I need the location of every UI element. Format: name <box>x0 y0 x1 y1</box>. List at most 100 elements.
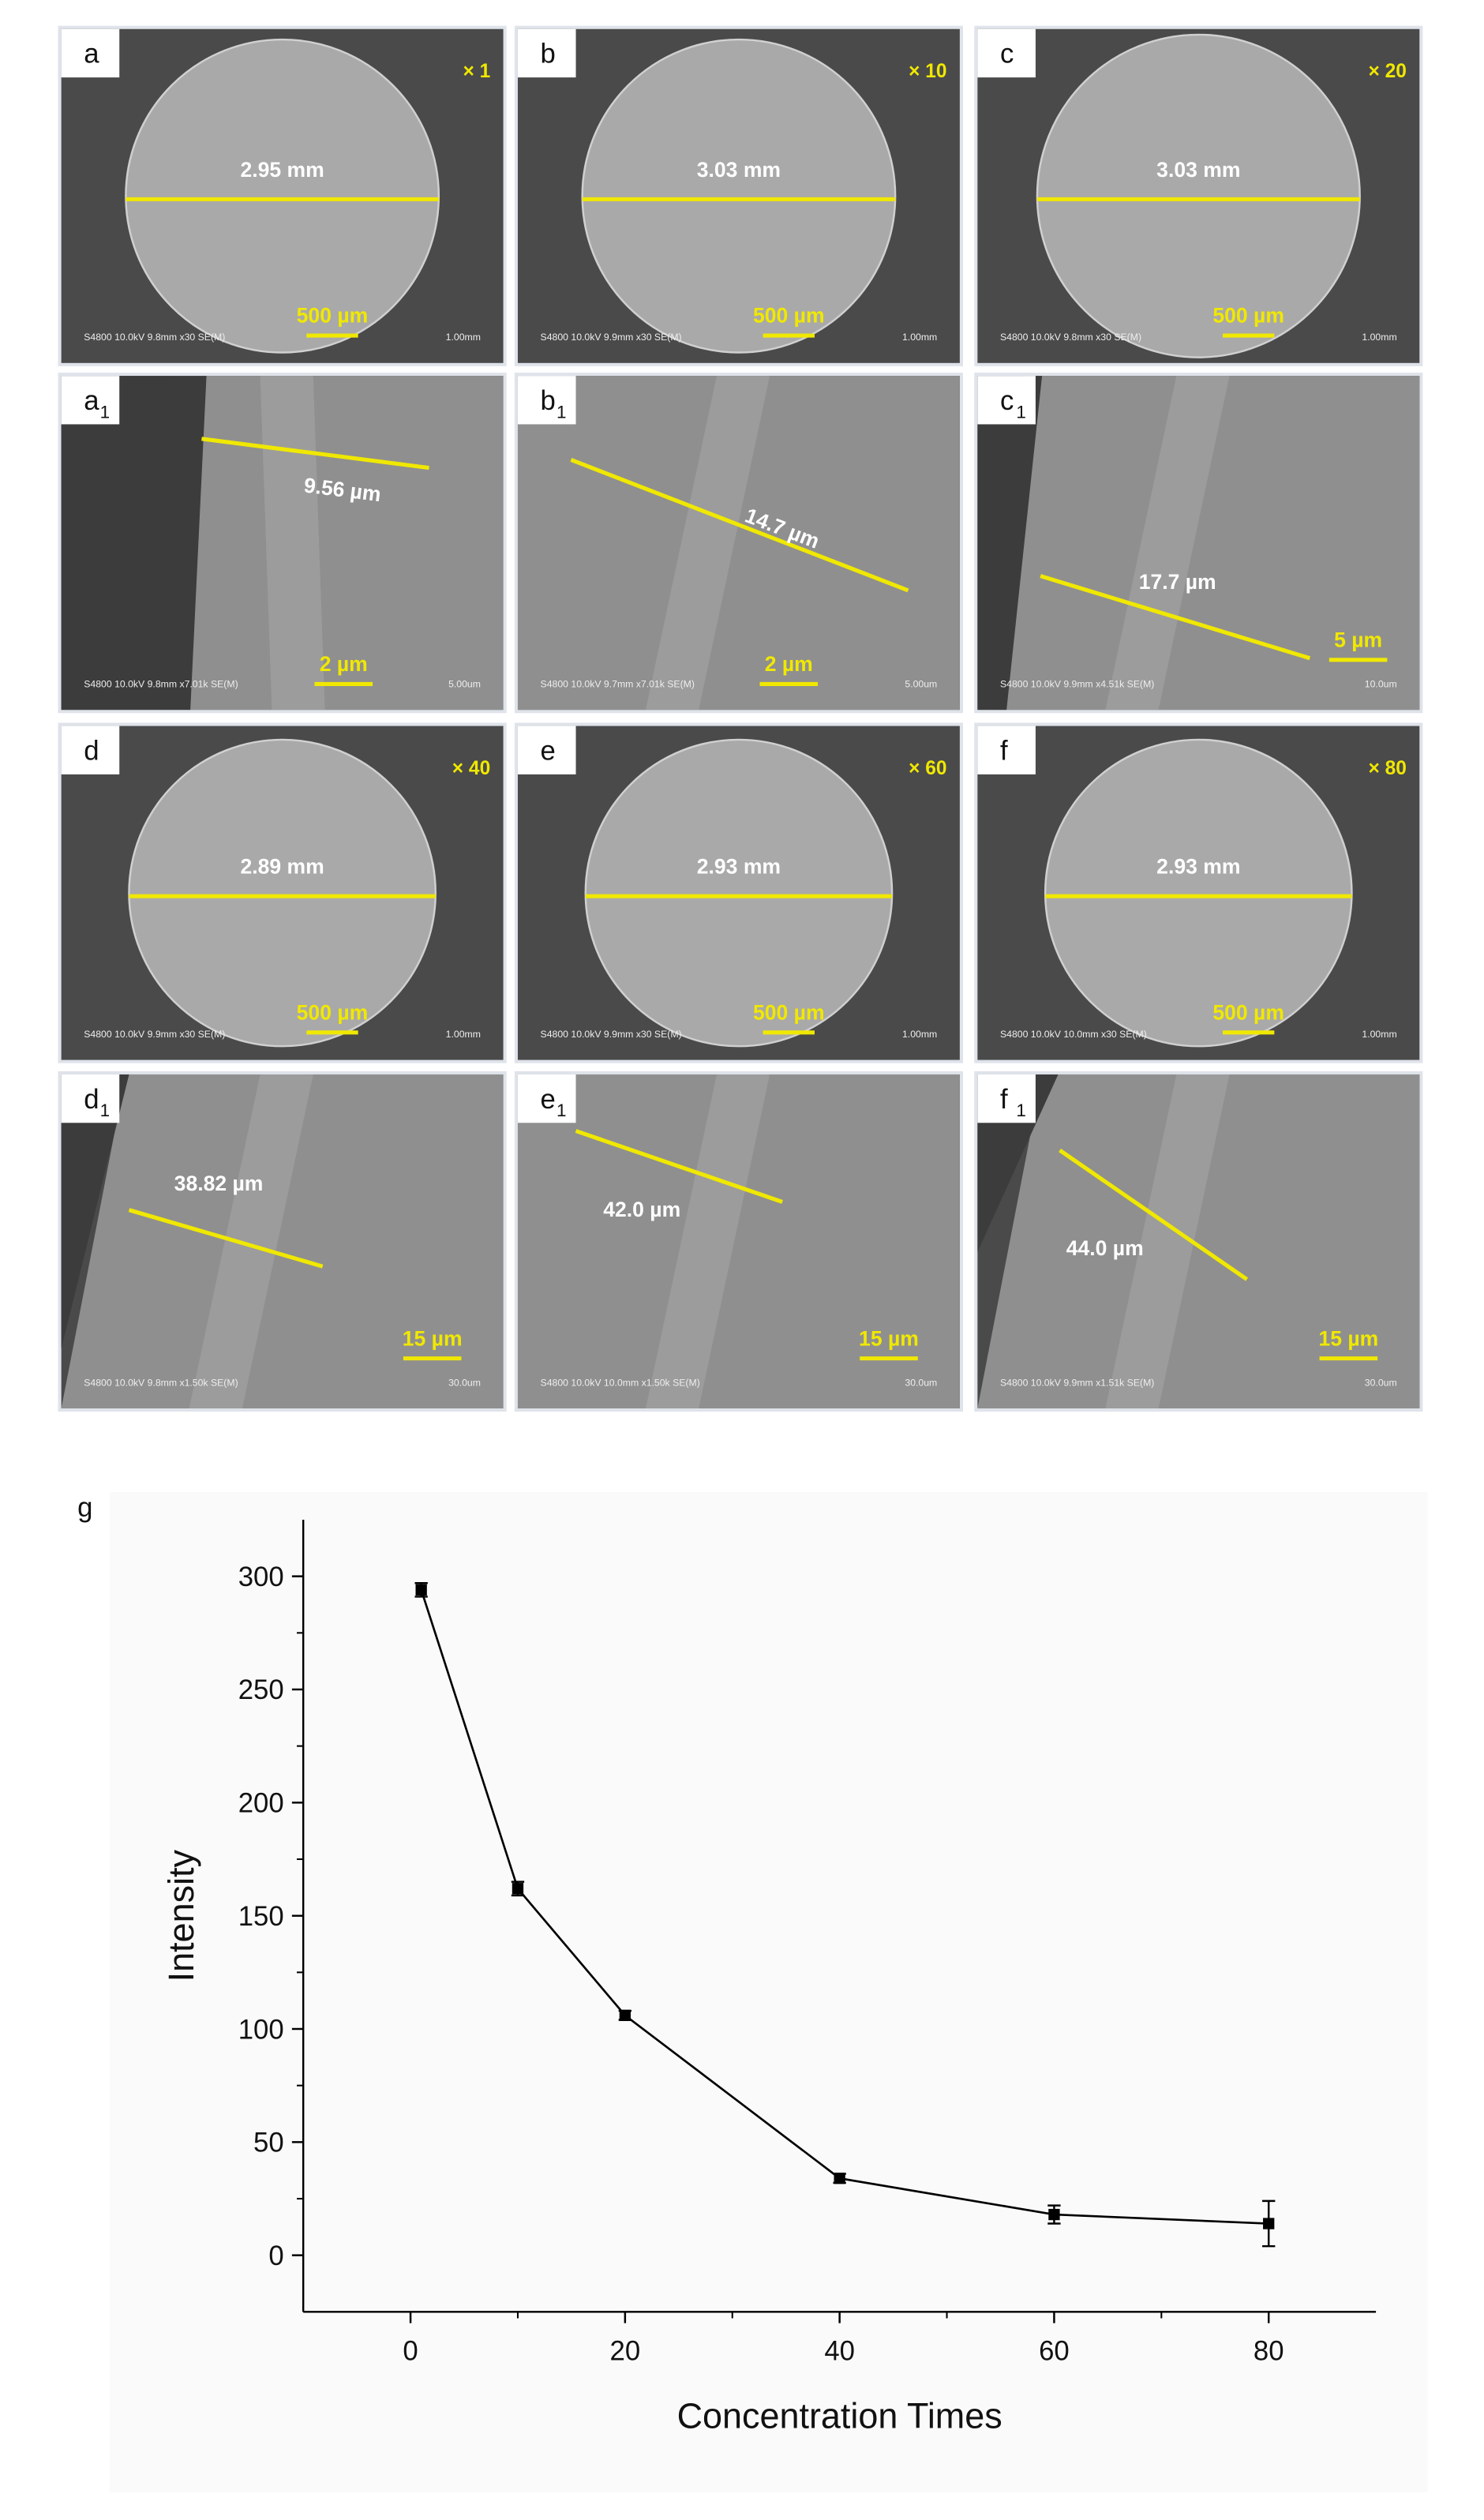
measure-label: 2.93 mm <box>1156 855 1240 879</box>
panel-label-subscript: 1 <box>556 1101 566 1120</box>
panel-label-subscript: 1 <box>1016 1101 1026 1120</box>
y-tick-label: 300 <box>238 1562 284 1592</box>
sem-panel: 3.03 mm × 10 500 µm S4800 10.0kV 9.9mm x30 … <box>514 25 963 366</box>
x-tick-label: 20 <box>610 2337 641 2367</box>
panel-label: a <box>84 39 99 69</box>
label-box <box>517 1074 576 1123</box>
sem-info: S4800 10.0kV 9.8mm x7.01k SE(M) <box>84 679 238 690</box>
scale-label: 500 µm <box>753 304 825 328</box>
section-texture <box>646 1074 770 1408</box>
sem-info: S4800 10.0kV 9.9mm x30 SE(M) <box>84 1029 225 1040</box>
sem-info: S4800 10.0kV 9.8mm x1.50k SE(M) <box>84 1377 238 1388</box>
sem-info: S4800 10.0kV 9.9mm x4.51k SE(M) <box>1000 679 1154 690</box>
section-texture <box>189 1074 313 1408</box>
label-box <box>517 726 576 774</box>
magnification: × 80 <box>1369 758 1407 779</box>
magnification: × 20 <box>1369 61 1407 82</box>
scale-label: 15 µm <box>403 1326 463 1350</box>
sem-ruler: 1.00mm <box>446 1029 481 1040</box>
label-box <box>977 376 1036 425</box>
x-axis-label: Concentration Times <box>677 2395 1002 2436</box>
label-box <box>61 726 120 774</box>
sem-ruler: 30.0um <box>448 1377 481 1388</box>
measure-line <box>128 1208 324 1269</box>
sem-info: S4800 10.0kV 9.8mm x30 SE(M) <box>1000 332 1141 343</box>
magnification: × 10 <box>909 61 946 82</box>
label-box <box>61 376 120 425</box>
sem-ruler: 5.00um <box>905 679 937 690</box>
label-box <box>61 28 120 78</box>
sem-panel: 38.82 µm 15 µm S4800 10.0kV 9.8mm x1.50k S… <box>58 1071 507 1412</box>
panel-label: d <box>84 1085 99 1115</box>
sample-section <box>161 376 504 711</box>
sem-info: S4800 10.0kV 9.7mm x7.01k SE(M) <box>541 679 695 690</box>
chart-panel-label: g <box>77 1493 92 1523</box>
sem-panel: 2.93 mm × 60 500 µm S4800 10.0kV 9.9mm x30 … <box>514 722 963 1063</box>
scale-label: 5 µm <box>1334 628 1382 651</box>
data-point <box>415 1584 427 1596</box>
y-tick-label: 50 <box>253 2128 284 2158</box>
y-tick-label: 100 <box>238 2015 284 2045</box>
panel-label: c <box>1000 39 1014 69</box>
x-tick-label: 60 <box>1039 2337 1070 2367</box>
scale-label: 500 µm <box>297 1000 369 1024</box>
scale-label: 2 µm <box>765 652 813 676</box>
sem-ruler: 5.00um <box>448 679 481 690</box>
scale-label: 15 µm <box>859 1326 919 1350</box>
sem-info: S4800 10.0kV 10.0mm x1.50k SE(M) <box>541 1377 700 1388</box>
panel-label: e <box>541 1085 556 1115</box>
sample-section <box>977 1074 1420 1408</box>
sem-ruler: 30.0um <box>905 1377 937 1388</box>
y-tick-label: 250 <box>238 1675 284 1705</box>
panel-label: c <box>1000 386 1014 416</box>
panel-label: f <box>1000 1085 1008 1115</box>
x-tick-label: 0 <box>403 2337 418 2367</box>
sample-disc <box>1036 33 1361 358</box>
scale-label: 500 µm <box>1212 304 1284 328</box>
measure-label: 44.0 µm <box>1066 1236 1144 1260</box>
y-tick-label: 150 <box>238 1902 284 1932</box>
y-axis-label: Intensity <box>161 1849 201 1982</box>
label-box <box>977 28 1036 78</box>
sem-panel: 44.0 µm 15 µm S4800 10.0kV 9.9mm x1.51k SE… <box>974 1071 1423 1412</box>
sem-panel: 2.93 mm × 80 500 µm S4800 10.0kV 10.0mm x30… <box>974 722 1423 1063</box>
section-texture <box>1105 376 1230 711</box>
measure-line <box>570 458 909 593</box>
section-texture <box>260 376 325 711</box>
scale-label: 2 µm <box>320 652 368 676</box>
sem-panel: 2.95 mm × 1 500 µm S4800 10.0kV 9.8mm x30 S… <box>58 25 507 366</box>
sem-ruler: 1.00mm <box>446 332 481 343</box>
x-tick-label: 40 <box>824 2337 855 2367</box>
scale-label: 500 µm <box>1212 1000 1284 1024</box>
sem-panel: 17.7 µm 5 µm S4800 10.0kV 9.9mm x4.51k SE(… <box>974 373 1423 714</box>
label-box <box>517 376 576 425</box>
sem-panel: 3.03 mm × 20 500 µm S4800 10.0kV 9.8mm x30 … <box>974 25 1423 366</box>
measure-line <box>575 1129 783 1204</box>
sem-ruler: 1.00mm <box>902 1029 937 1040</box>
sem-ruler: 30.0um <box>1365 1377 1397 1388</box>
y-tick-label: 0 <box>268 2241 283 2271</box>
panel-label-subscript: 1 <box>100 1101 111 1120</box>
label-box <box>61 1074 120 1123</box>
scale-label: 15 µm <box>1318 1326 1378 1350</box>
panel-label: f <box>1000 736 1008 766</box>
label-box <box>977 726 1036 774</box>
sem-panel: 42.0 µm 15 µm S4800 10.0kV 10.0mm x1.50k S… <box>514 1071 963 1412</box>
data-point <box>834 2173 845 2184</box>
magnification: × 40 <box>452 758 490 779</box>
sem-info: S4800 10.0kV 10.0mm x30 SE(M) <box>1000 1029 1147 1040</box>
panel-label: a <box>84 386 99 416</box>
measure-label: 2.89 mm <box>240 855 324 879</box>
sample-disc <box>581 38 897 354</box>
panel-label: e <box>541 736 556 766</box>
section-void <box>977 376 1043 711</box>
sample-section <box>517 376 960 711</box>
measure-label: 2.93 mm <box>697 855 781 879</box>
label-box <box>977 1074 1036 1123</box>
sem-ruler: 10.0um <box>1365 679 1397 690</box>
measure-line <box>1059 1148 1249 1281</box>
